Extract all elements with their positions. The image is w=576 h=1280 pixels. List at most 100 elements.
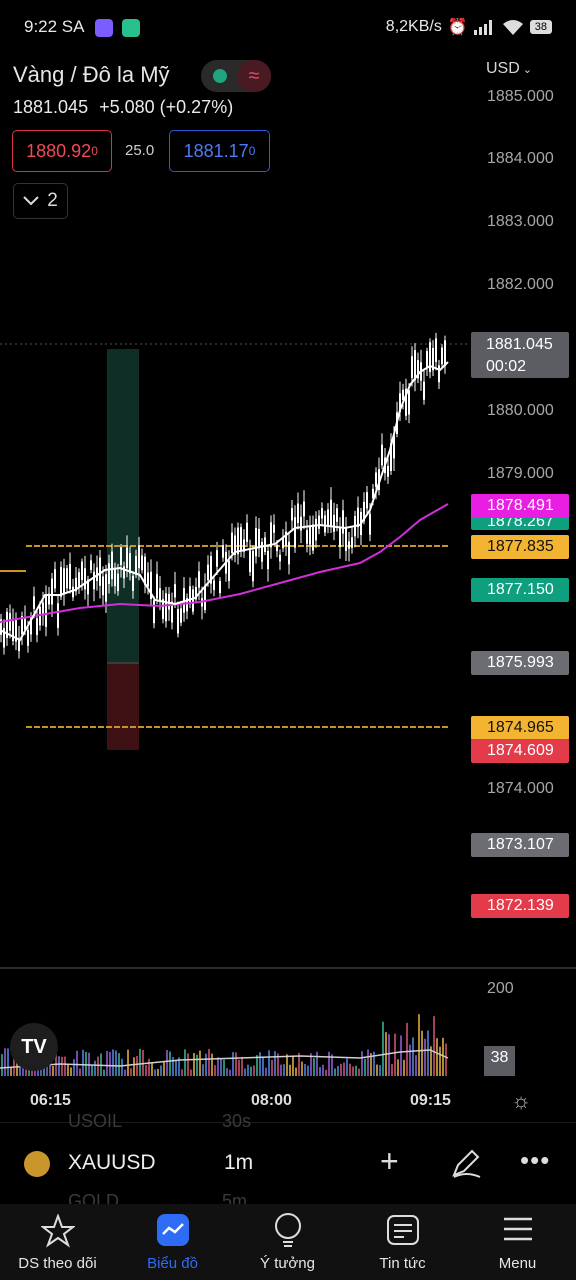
candle-body — [228, 560, 230, 581]
volume-bar — [274, 1051, 276, 1076]
volume-bar — [340, 1063, 342, 1076]
ticker-bar: USOIL 30s GOLD 5m XAUUSD 1m + ••• — [0, 1111, 576, 1211]
volume-bar — [400, 1035, 402, 1076]
volume-bar — [265, 1067, 267, 1076]
candle-body — [318, 515, 320, 529]
candle-body — [294, 517, 296, 548]
candle-body — [240, 527, 242, 551]
interval-button[interactable]: 1m — [224, 1151, 254, 1174]
candle-body — [174, 584, 176, 598]
candle-body — [102, 576, 104, 596]
candle-body — [51, 578, 53, 605]
nav-watchlist[interactable]: DS theo dõi — [0, 1204, 115, 1280]
candle-body — [363, 501, 365, 522]
candle-body — [219, 580, 221, 594]
candle-body — [291, 508, 293, 521]
volume-bar — [403, 1059, 405, 1076]
volume-bar — [226, 1068, 228, 1076]
candle-body — [81, 561, 83, 581]
buy-button[interactable]: 1881.17 0 — [169, 130, 270, 172]
candle-body — [24, 617, 26, 630]
candle-body — [435, 338, 437, 362]
indicators-collapse-button[interactable]: 2 — [13, 183, 68, 219]
volume-bar — [277, 1053, 279, 1076]
sell-button[interactable]: 1880.92 0 — [12, 130, 112, 172]
volume-bar — [376, 1064, 378, 1076]
y-axis-label: 1882.000 — [487, 276, 554, 293]
candle-body — [123, 566, 125, 579]
drawing-pen-icon[interactable] — [450, 1147, 482, 1179]
y-axis-label: 1879.000 — [487, 465, 554, 482]
candle-body — [189, 586, 191, 603]
volume-bar — [208, 1048, 210, 1076]
candle-body — [171, 601, 173, 623]
candle-body — [342, 510, 344, 534]
candle-body — [39, 606, 41, 626]
nav-menu[interactable]: Menu — [460, 1204, 575, 1280]
volume-bar — [283, 1064, 285, 1076]
volume-bar — [382, 1021, 384, 1076]
price-chart[interactable] — [0, 0, 576, 1120]
volume-bar — [325, 1069, 327, 1076]
volume-bar — [268, 1050, 270, 1076]
candle-body — [330, 499, 332, 526]
x-axis-label: 06:15 — [30, 1092, 71, 1109]
nav-label: Tin tức — [379, 1255, 426, 1272]
candle-body — [327, 509, 329, 526]
volume-bar — [136, 1056, 138, 1076]
volume-bar — [40, 1069, 42, 1076]
lightbulb-icon — [275, 1213, 301, 1247]
more-options-icon[interactable]: ••• — [520, 1145, 551, 1175]
market-status-toggle[interactable]: ≈ — [201, 60, 271, 92]
candle-body — [306, 530, 308, 544]
volume-bar — [196, 1054, 198, 1076]
volume-bar — [355, 1065, 357, 1076]
nav-news[interactable]: Tin tức — [345, 1204, 460, 1280]
volume-bar — [373, 1051, 375, 1076]
symbol-button[interactable]: XAUUSD — [68, 1151, 156, 1174]
volume-bar — [145, 1065, 147, 1076]
indicators-count: 2 — [47, 190, 58, 211]
status-bar: 9:22 SA 8,2KB/s ⏰ 38 — [0, 0, 576, 56]
volume-bar — [49, 1055, 51, 1076]
volume-tag: 38 — [484, 1046, 515, 1076]
nav-chart[interactable]: Biểu đồ — [115, 1204, 230, 1280]
volume-bar — [154, 1069, 156, 1076]
candle-body — [9, 613, 11, 631]
candle-body — [444, 340, 446, 366]
add-icon[interactable]: + — [380, 1143, 399, 1179]
volume-bar — [70, 1067, 72, 1076]
volume-bar — [424, 1038, 426, 1076]
candle-body — [54, 569, 56, 589]
currency-selector[interactable]: USD ⌄ — [486, 60, 532, 78]
symbol-title[interactable]: Vàng / Đô la Mỹ — [13, 62, 170, 87]
pane-separator[interactable] — [0, 967, 576, 969]
volume-bar — [445, 1043, 447, 1076]
candle-body — [120, 547, 122, 565]
chart-settings-icon[interactable]: ☼ — [511, 1088, 532, 1113]
candle-body — [408, 390, 410, 415]
candle-body — [288, 541, 290, 565]
chevron-down-icon: ⌄ — [522, 64, 532, 76]
candle-body — [90, 560, 92, 570]
candle-body — [429, 342, 431, 373]
candle-body — [153, 600, 155, 624]
price-tag: 1875.993 — [471, 651, 569, 675]
candle-body — [405, 388, 407, 416]
volume-bar — [103, 1069, 105, 1076]
volume-bar — [394, 1033, 396, 1076]
candle-body — [345, 527, 347, 551]
candle-body — [57, 603, 59, 628]
net-speed: 8,2KB/s — [385, 18, 442, 35]
candle-body — [255, 528, 257, 557]
candle-body — [285, 531, 287, 546]
volume-bar — [298, 1052, 300, 1076]
x-axis-label: 08:00 — [251, 1092, 292, 1109]
volume-bar — [343, 1062, 345, 1076]
price-change-line: 1881.045 +5.080 (+0.27%) — [13, 97, 233, 118]
candle-body — [99, 557, 101, 586]
candle-body — [198, 571, 200, 588]
nav-ideas[interactable]: Ý tưởng — [230, 1204, 345, 1280]
tradingview-logo[interactable]: TV — [10, 1023, 58, 1071]
star-icon — [41, 1214, 75, 1248]
